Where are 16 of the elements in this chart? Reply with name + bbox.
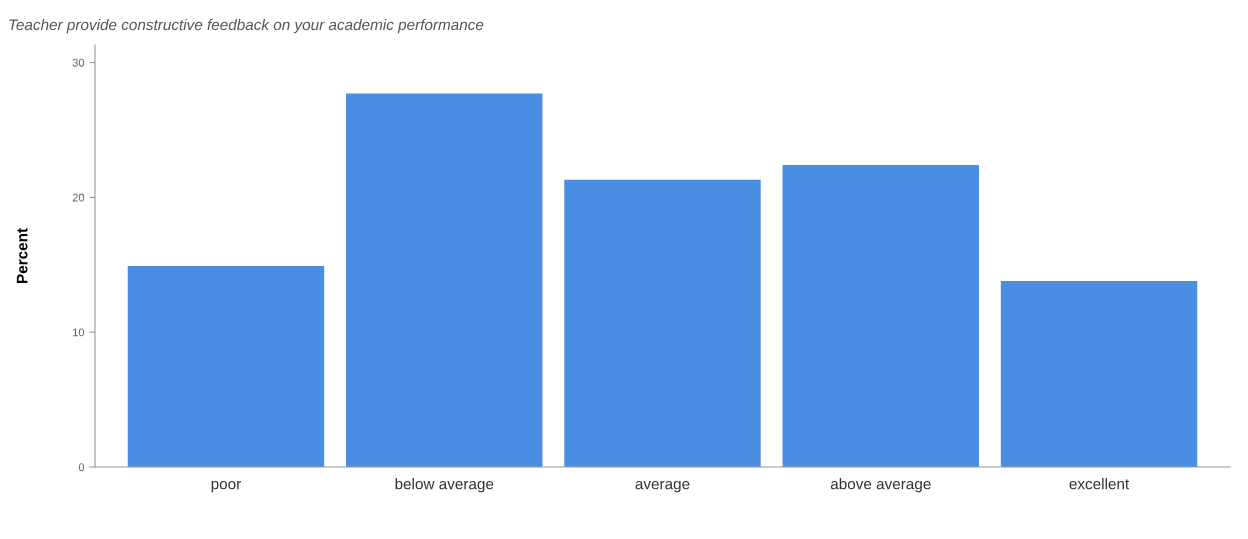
chart-title: Teacher provide constructive feedback on your academic performance — [9, 18, 484, 34]
x-tick-label: poor — [211, 480, 241, 493]
y-tick-label: 0 — [78, 463, 85, 472]
bar — [782, 164, 979, 467]
y-tick-label: 20 — [72, 193, 85, 202]
x-tick-label: above average — [830, 478, 931, 493]
bar — [564, 179, 761, 467]
y-tick-label: 10 — [73, 328, 85, 337]
bar — [127, 266, 325, 467]
x-tick-label: below average — [395, 478, 494, 493]
x-tick-label: average — [635, 480, 690, 493]
x-tick-label: excellent — [1069, 478, 1130, 490]
bar — [1000, 280, 1198, 467]
y-axis-title: Percent — [16, 228, 28, 283]
y-tick-label: 30 — [72, 58, 85, 67]
bar — [346, 93, 543, 467]
